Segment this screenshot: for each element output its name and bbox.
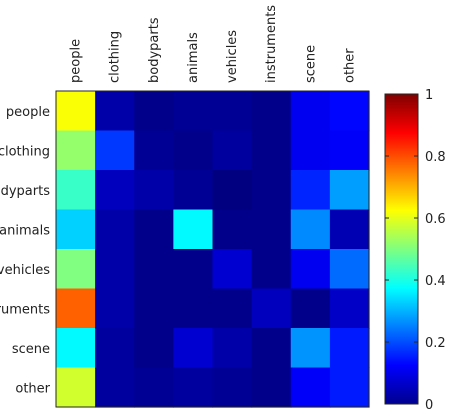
colorbar-tick-label: 0.2	[425, 336, 446, 351]
heatmap-cell	[212, 130, 253, 171]
y-tick-label: vehicles	[0, 263, 50, 278]
heatmap-cell	[56, 328, 96, 369]
heatmap-cell	[134, 130, 174, 171]
heatmap-cell	[329, 91, 370, 132]
heatmap-cell	[329, 249, 370, 290]
heatmap-cell	[56, 288, 96, 329]
y-tick-label: scene	[12, 342, 50, 357]
heatmap-cell	[134, 170, 174, 211]
heatmap-cell	[134, 249, 174, 290]
heatmap-cell	[95, 249, 135, 290]
heatmap-cell	[173, 91, 214, 132]
colorbar-tick-label: 0.8	[425, 150, 446, 165]
heatmap-cell	[290, 288, 331, 329]
colorbar-tick-label: 0	[425, 398, 433, 413]
heatmap-cell	[212, 288, 253, 329]
heatmap-cell	[134, 328, 174, 369]
y-tick-label: animals	[0, 223, 50, 238]
heatmap-cell	[95, 91, 135, 132]
colorbar	[384, 93, 419, 405]
heatmap-cell	[173, 130, 214, 171]
x-tick-label: scene	[303, 45, 318, 83]
heatmap-cell	[290, 91, 331, 132]
heatmap-cell	[290, 130, 331, 171]
heatmap-cell	[212, 367, 253, 408]
heatmap-cell	[173, 170, 214, 211]
plot-frame	[55, 90, 370, 408]
heatmap-cell	[329, 209, 370, 250]
colorbar-tick-label: 0.6	[425, 212, 446, 227]
heatmap-cell	[134, 209, 174, 250]
heatmap-cell	[251, 91, 292, 132]
heatmap-cell	[329, 367, 370, 408]
heatmap-cell	[329, 130, 370, 171]
heatmap-cell	[212, 170, 253, 211]
y-tick-label: bodyparts	[0, 184, 50, 199]
heatmap-cell	[212, 249, 253, 290]
colorbar-tick-label: 0.4	[425, 274, 446, 289]
heatmap-cell	[290, 249, 331, 290]
heatmap-cell	[56, 367, 96, 408]
heatmap-cells	[56, 91, 370, 408]
x-tick-labels: people clothing bodyparts animals vehicles in…	[69, 5, 358, 83]
y-tick-label: clothing	[0, 144, 50, 159]
heatmap-cell	[329, 170, 370, 211]
heatmap-cell	[212, 328, 253, 369]
colorbar-tick-label: 1	[425, 88, 433, 103]
heatmap-cell	[329, 328, 370, 369]
y-tick-label: instruments	[0, 302, 50, 317]
x-tick-label: animals	[186, 32, 201, 83]
heatmap-cell	[173, 288, 214, 329]
heatmap-cell	[56, 130, 96, 171]
heatmap-cell	[251, 367, 292, 408]
heatmap-cell	[173, 328, 214, 369]
heatmap-cell	[290, 367, 331, 408]
heatmap-cell	[134, 91, 174, 132]
heatmap-cell	[134, 288, 174, 329]
heatmap-cell	[251, 328, 292, 369]
x-tick-label: instruments	[264, 5, 279, 83]
x-tick-label: other	[342, 48, 357, 83]
colorbar-ticks: 0 0.2 0.4 0.6 0.8 1	[385, 88, 446, 413]
heatmap-cell	[212, 209, 253, 250]
heatmap-cell	[251, 209, 292, 250]
heatmap-cell	[95, 130, 135, 171]
x-tick-label: clothing	[108, 31, 123, 83]
x-tick-label: bodyparts	[147, 17, 162, 83]
heatmap-cell	[290, 328, 331, 369]
heatmap-cell	[212, 91, 253, 132]
heatmap-cell	[251, 170, 292, 211]
heatmap-cell	[251, 130, 292, 171]
heatmap-cell	[290, 209, 331, 250]
heatmap-cell	[95, 170, 135, 211]
heatmap-cell	[173, 367, 214, 408]
heatmap-cell	[251, 249, 292, 290]
heatmap-cell	[95, 328, 135, 369]
heatmap-cell	[56, 91, 96, 132]
y-tick-labels: people clothing bodyparts animals vehicles in…	[0, 105, 51, 397]
heatmap-cell	[95, 209, 135, 250]
heatmap-cell	[173, 209, 214, 250]
y-tick-label: other	[15, 381, 50, 396]
x-tick-label: vehicles	[225, 30, 240, 83]
heatmap-cell	[56, 170, 96, 211]
heatmap-cell	[56, 209, 96, 250]
heatmap-cell	[251, 288, 292, 329]
heatmap-cell	[95, 367, 135, 408]
heatmap-cell	[290, 170, 331, 211]
y-tick-label: people	[6, 105, 50, 120]
heatmap-cell	[56, 249, 96, 290]
heatmap-cell	[173, 249, 214, 290]
x-tick-label: people	[69, 39, 84, 83]
heatmap-cell	[329, 288, 370, 329]
heatmap-cell	[134, 367, 174, 408]
heatmap-cell	[95, 288, 135, 329]
